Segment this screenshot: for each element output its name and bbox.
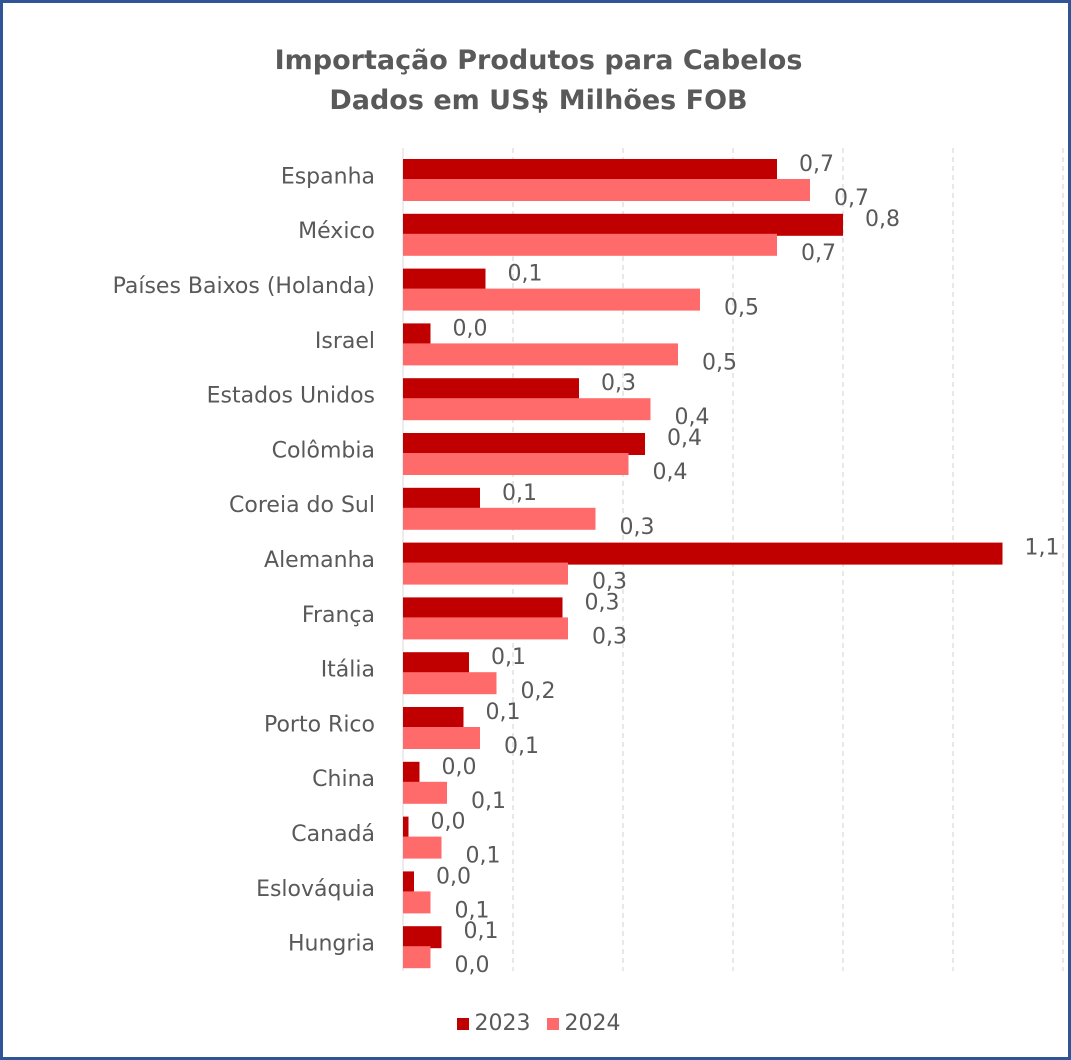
category-label: Hungria [288,932,375,957]
category-label: Estados Unidos [207,384,375,409]
category-label: Coreia do Sul [229,493,375,518]
bar-2023 [403,542,1003,565]
bar-2023 [403,487,480,510]
legend-label-2023: 2023 [474,1011,531,1036]
data-label-2024: 0,5 [724,296,759,321]
category-label: Espanha [281,164,375,189]
data-label-2023: 0,1 [502,481,537,506]
bar-2023 [403,926,442,949]
chart-title-line-2: Dados em US$ Milhões FOB [329,85,748,116]
category-label: Eslováquia [256,877,375,902]
bar-2023 [403,597,563,620]
data-label-2023: 0,4 [667,426,702,451]
data-label-2024: 0,5 [702,350,737,375]
data-label-2023: 0,1 [486,700,521,725]
data-label-2023: 0,1 [464,919,499,944]
bar-2024 [403,891,431,914]
data-label-2023: 0,0 [442,755,477,780]
legend-swatch-2023 [456,1017,469,1030]
data-label-2023: 0,0 [453,316,488,341]
bar-2024 [403,617,568,640]
bar-2023 [403,707,464,729]
bar-2024 [403,562,568,585]
bar-2023 [403,323,431,346]
data-label-2024: 0,3 [592,624,627,649]
data-label-2024: 0,1 [504,734,539,759]
bar-2024 [403,727,480,749]
bar-2024 [403,781,447,804]
data-label-2024: 0,1 [455,898,490,923]
data-label-2023: 0,1 [491,645,526,670]
data-label-2023: 0,8 [865,207,900,232]
bar-2024 [403,288,700,311]
data-label-2023: 0,1 [508,262,543,287]
bar-2023 [403,433,645,455]
category-label: Porto Rico [264,712,375,737]
bar-2024 [403,836,442,859]
category-label: Israel [315,329,375,354]
category-label: China [312,767,375,792]
bar-2023 [403,159,777,181]
bar-2024 [403,507,596,530]
bar-2024 [403,233,777,256]
data-label-2023: 0,3 [585,590,620,615]
bar-2024 [403,398,651,421]
bar-2023 [403,816,409,839]
legend-label-2024: 2024 [564,1011,621,1036]
data-label-2024: 0,1 [466,844,501,869]
data-label-2024: 0,1 [471,789,506,814]
category-label: Canadá [291,822,375,847]
data-label-2024: 0,2 [521,679,556,704]
data-label-2024: 0,7 [801,241,836,266]
bar-2023 [403,761,420,784]
bar-2024 [403,179,810,201]
category-label: Colômbia [272,438,375,463]
bar-2023 [403,213,843,236]
bar-2023 [403,378,579,401]
data-label-2024: 0,0 [455,953,490,978]
category-label: Alemanha [264,548,375,573]
legend-item-2023: 2023 [456,1011,531,1036]
data-label-2023: 0,7 [799,152,834,177]
bar-2023 [403,268,486,291]
legend-item-2024: 2024 [546,1011,621,1036]
data-label-2024: 0,3 [620,515,655,540]
data-label-2023: 0,0 [436,864,471,889]
bar-2024 [403,453,629,475]
bar-2023 [403,652,469,675]
data-label-2023: 0,3 [601,371,636,396]
category-label: Itália [321,658,375,683]
data-label-2024: 0,7 [834,186,869,211]
bar-2024 [403,946,431,969]
data-label-2024: 0,4 [675,405,710,430]
chart-legend: 2023 2024 [3,1011,1068,1036]
bar-2024 [403,343,678,366]
data-label-2024: 0,4 [653,460,688,485]
data-label-2023: 0,0 [431,810,466,835]
legend-swatch-2024 [546,1017,559,1030]
bar-2023 [403,871,414,894]
category-label: França [302,603,375,628]
bar-2024 [403,672,497,695]
data-label-2023: 1,1 [1025,536,1060,561]
chart-title-line-1: Importação Produtos para Cabelos [274,45,803,76]
chart-title: Importação Produtos para Cabelos Dados e… [3,41,1068,121]
category-label: Países Baixos (Holanda) [113,274,375,299]
category-label: México [298,219,375,244]
data-label-2024: 0,3 [592,570,627,595]
